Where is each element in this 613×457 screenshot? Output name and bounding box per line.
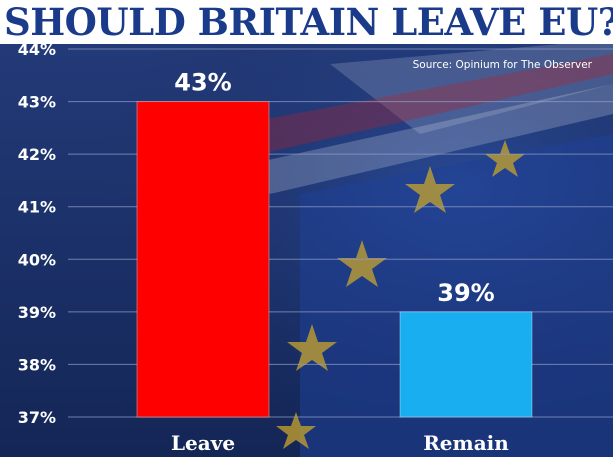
bar-leave: [136, 101, 270, 418]
star-decorations: [276, 140, 525, 449]
x-axis-ticks: Leave Remain: [171, 431, 509, 455]
bar-remain: [399, 311, 533, 418]
bars: [136, 101, 533, 418]
source-note: Source: Opinium for The Observer: [413, 59, 593, 71]
x-tick-label-remain: Remain: [423, 431, 509, 455]
data-labels: 43% 39%: [174, 69, 494, 307]
y-axis-ticks: 37% 38% 39% 40% 41% 42% 43% 44%: [18, 44, 56, 427]
chart-title: SHOULD BRITAIN LEAVE EU?: [4, 0, 613, 44]
bar-chart: 37% 38% 39% 40% 41% 42% 43% 44% 43% 39% Leave Rem…: [0, 44, 613, 457]
y-tick-label: 43%: [18, 93, 56, 112]
y-tick-label: 42%: [18, 145, 56, 164]
plot-panel: 37% 38% 39% 40% 41% 42% 43% 44% 43% 39% Leave Rem…: [0, 44, 613, 457]
background-flag-art: [0, 44, 613, 457]
y-tick-label: 39%: [18, 303, 56, 322]
x-tick-label-leave: Leave: [171, 431, 235, 455]
y-tick-label: 44%: [18, 44, 56, 59]
data-label-leave: 43%: [174, 69, 231, 97]
y-tick-label: 38%: [18, 355, 56, 374]
data-label-remain: 39%: [437, 279, 494, 307]
y-tick-label: 40%: [18, 250, 56, 269]
y-tick-label: 37%: [18, 408, 56, 427]
y-tick-label: 41%: [18, 198, 56, 217]
